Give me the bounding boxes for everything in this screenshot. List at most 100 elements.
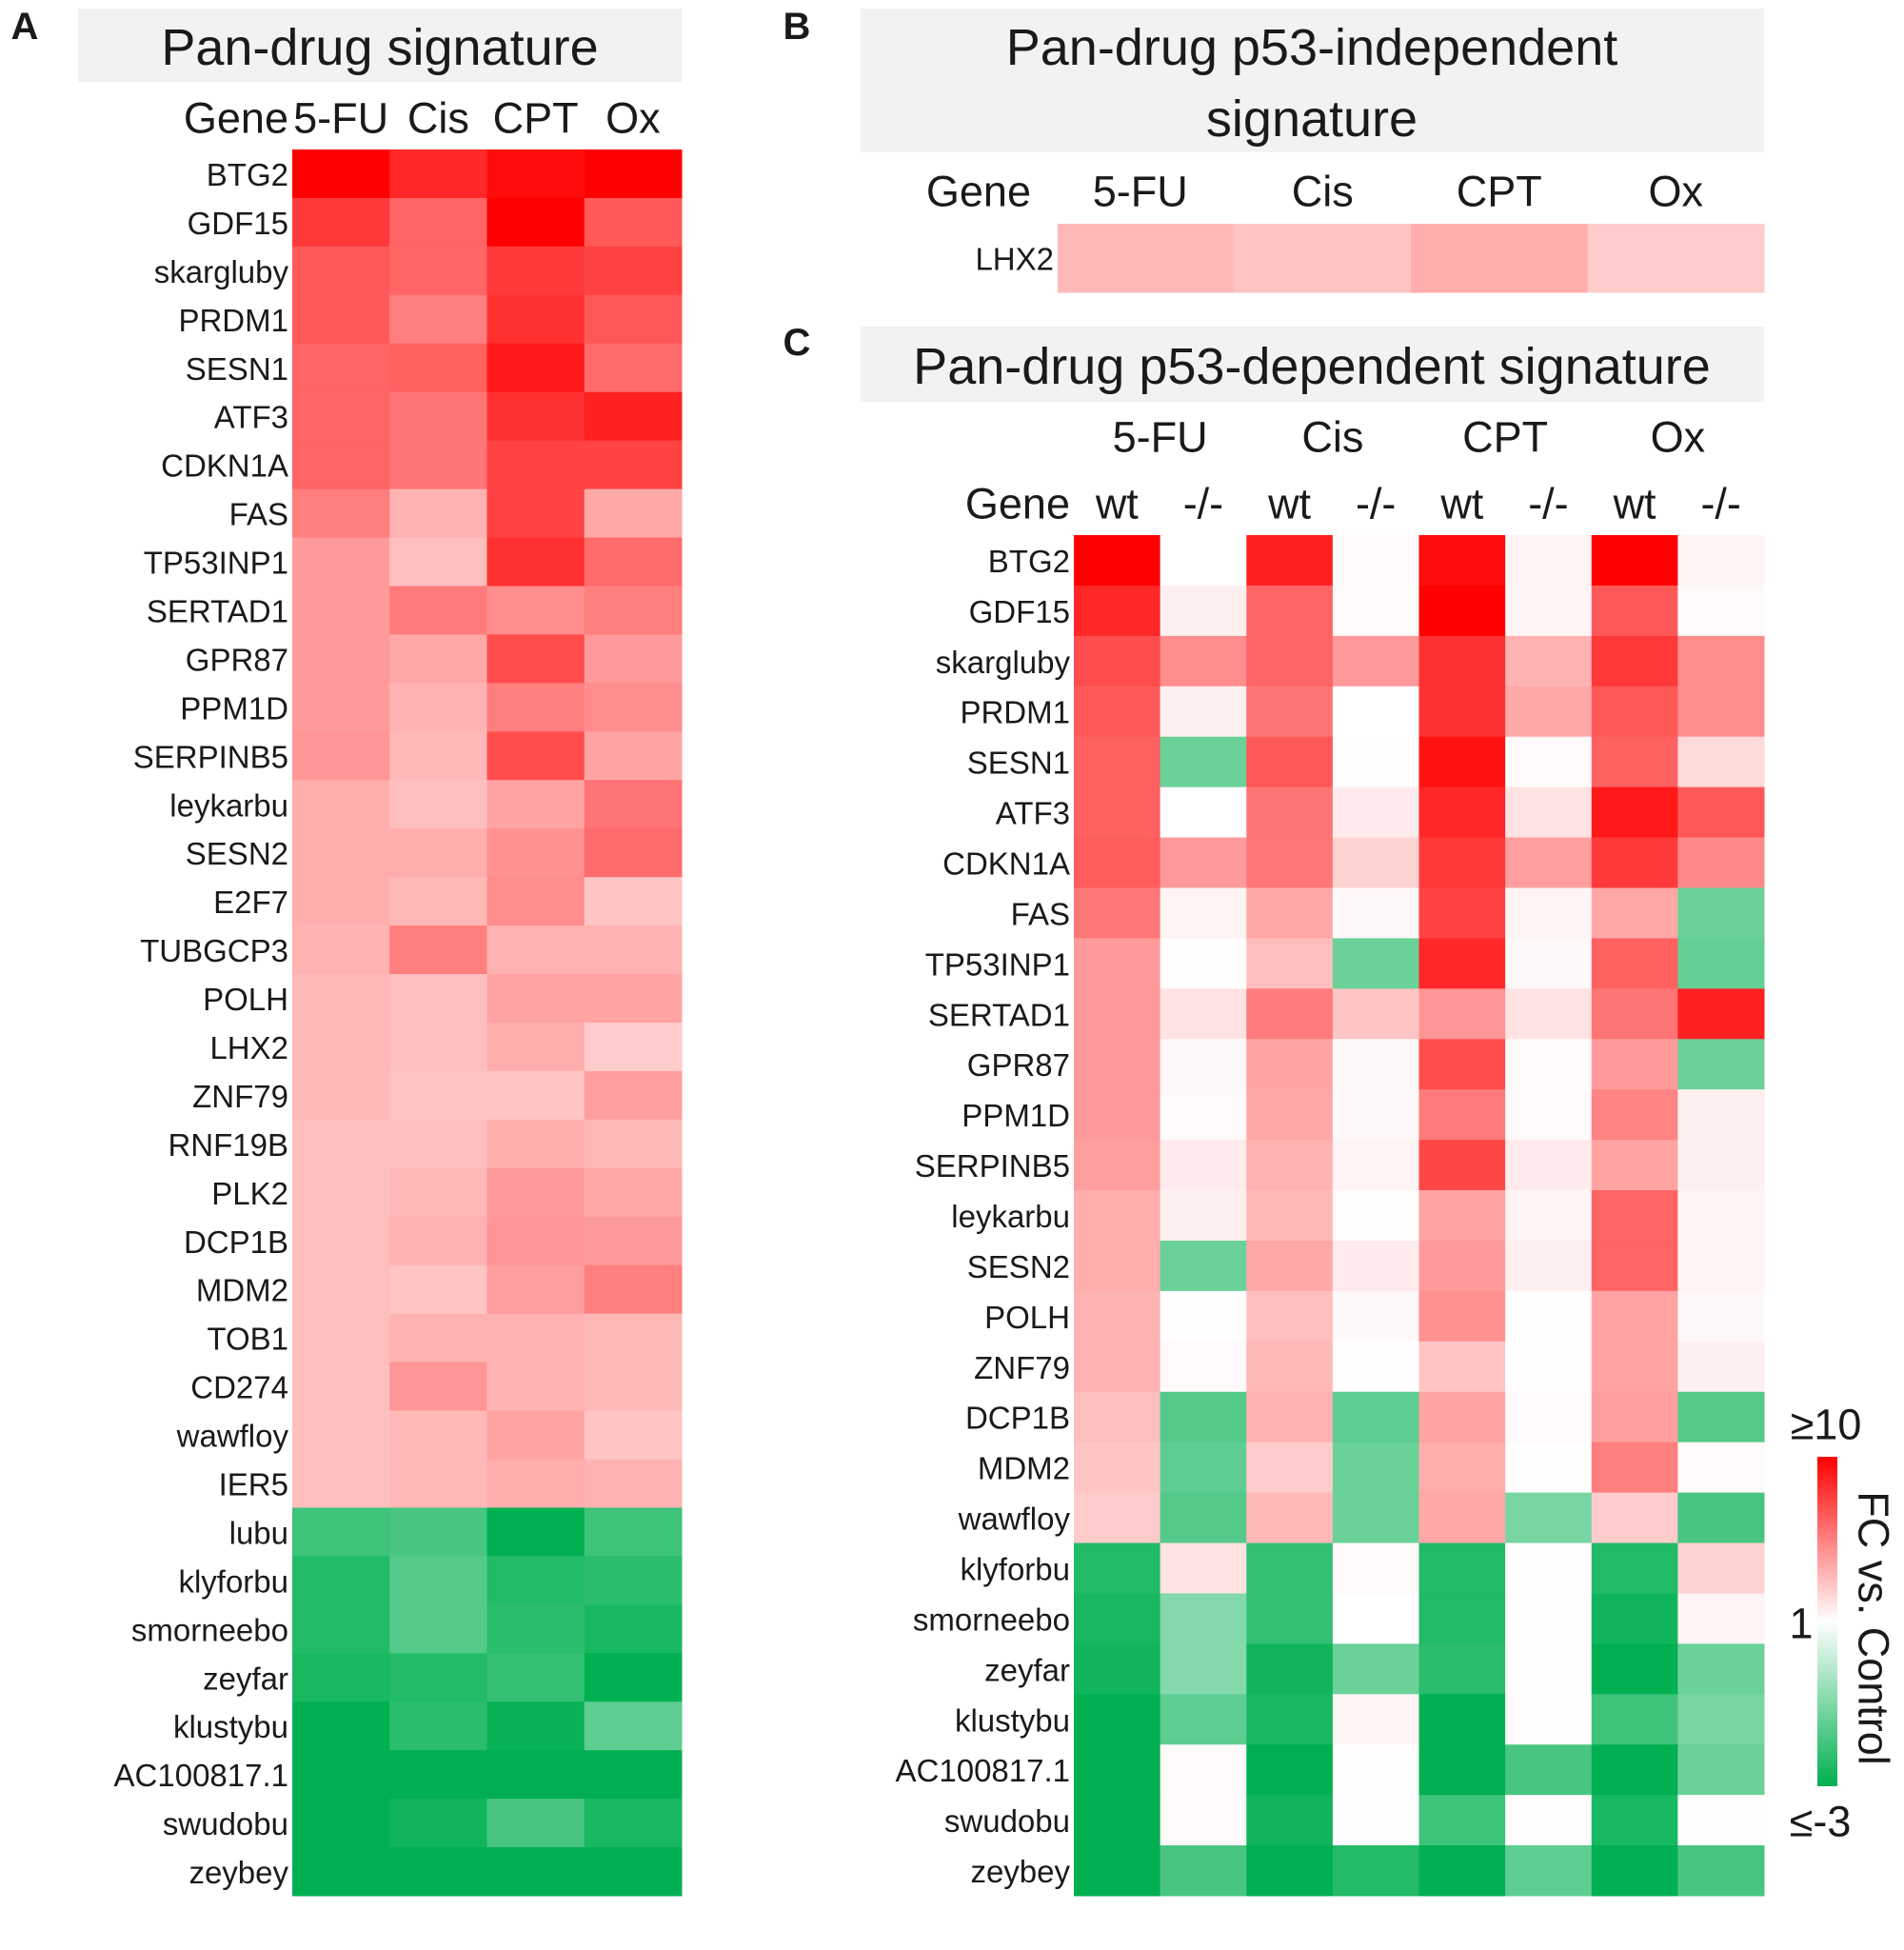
panel-c-cell-FAS-7 [1677, 887, 1765, 939]
panel-c-cell-POLH-3 [1332, 1290, 1419, 1343]
panel-c-cell-wawfloy-2 [1246, 1492, 1334, 1544]
panel-a-cell-GPR87-0 [292, 634, 390, 684]
panel-a-cell-CD274-0 [292, 1362, 390, 1412]
panel-a-cell-PLK2-2 [486, 1167, 585, 1218]
panel-a-row-label: SESN1 [186, 351, 288, 387]
panel-b-column-header: CPT [1457, 168, 1542, 216]
panel-c-row-label: SESN2 [967, 1249, 1070, 1284]
panel-c-cell-MDM2-4 [1418, 1442, 1506, 1494]
panel-c-row-label: SERPINB5 [915, 1148, 1070, 1184]
panel-c-cell-PPM1D-4 [1418, 1089, 1506, 1141]
panel-c-cell-zeyfar-1 [1160, 1643, 1247, 1695]
panel-c-row-label: ZNF79 [974, 1350, 1070, 1385]
panel-a-cell-BTG2-0 [292, 149, 390, 199]
panel-c-cell-leykarbu-3 [1332, 1190, 1419, 1242]
panel-c-cell-DCP1B-2 [1246, 1391, 1334, 1443]
panel-c-cell-SESN1-4 [1418, 736, 1506, 788]
panel-a-cell-GPR87-2 [486, 634, 585, 684]
panel-c-row-label: leykarbu [951, 1199, 1070, 1234]
panel-c-cell-GDF15-7 [1677, 585, 1765, 637]
panel-a-cell-SESN1-2 [486, 343, 585, 393]
panel-c-cell-smorneebo-2 [1246, 1593, 1334, 1644]
panel-a-row-label: E2F7 [213, 885, 288, 920]
panel-c-cell-FAS-5 [1505, 887, 1593, 939]
panel-a-cell-ZNF79-3 [584, 1070, 683, 1121]
panel-a-cell-zeybey-3 [584, 1847, 683, 1897]
panel-a-cell-LHX2-2 [486, 1023, 585, 1072]
legend-min-label: ≤-3 [1790, 1798, 1852, 1846]
panel-a-row-label: swudobu [163, 1806, 288, 1841]
panel-a-cell-PLK2-0 [292, 1167, 390, 1218]
panel-c-cell-SERPINB5-7 [1677, 1140, 1765, 1191]
panel-c-cell-GDF15-4 [1418, 585, 1506, 637]
panel-c-cell-GPR87-5 [1505, 1039, 1593, 1090]
panel-c-cell-wawfloy-6 [1591, 1492, 1678, 1544]
panel-c-cell-TP53INP1-4 [1418, 938, 1506, 989]
panel-c-cell-CDKN1A-1 [1160, 837, 1247, 888]
panel-b-column-header: 5-FU [1093, 168, 1188, 216]
panel-c-cell-GPR87-1 [1160, 1039, 1247, 1090]
panel-c-cell-POLH-2 [1246, 1290, 1334, 1343]
panel-a-cell-zeyfar-2 [486, 1653, 585, 1702]
panel-c-cell-TP53INP1-2 [1246, 938, 1334, 989]
panel-a-cell-PRDM1-1 [389, 294, 487, 345]
panel-c-cell-DCP1B-6 [1591, 1391, 1678, 1443]
panel-c-cell-skargluby-0 [1074, 635, 1161, 687]
panel-c-cell-PPM1D-5 [1505, 1089, 1593, 1141]
panel-a-cell-leykarbu-3 [584, 780, 683, 829]
panel-c-cell-klustybu-5 [1505, 1694, 1593, 1745]
panel-c-title: Pan-drug p53-dependent signature [913, 338, 1711, 395]
panel-a-cell-smorneebo-2 [486, 1604, 585, 1654]
panel-c-cell-SERTAD1-1 [1160, 988, 1247, 1040]
panel-c-column-header: -/- [1700, 480, 1740, 528]
panel-a-cell-POLH-1 [389, 974, 487, 1024]
panel-a-row-label: RNF19B [168, 1127, 288, 1163]
panel-a-cell-CD274-2 [486, 1362, 585, 1412]
panel-c-cell-ATF3-0 [1074, 786, 1161, 839]
panel-a-cell-AC100817.1-0 [292, 1750, 390, 1800]
panel-b-row-label: LHX2 [975, 242, 1054, 277]
panel-c-cell-PRDM1-3 [1332, 686, 1419, 738]
panel-c-cell-DCP1B-4 [1418, 1391, 1506, 1443]
panel-a-cell-leykarbu-0 [292, 780, 390, 829]
panel-a-cell-RNF19B-2 [486, 1119, 585, 1169]
panel-a-cell-SERTAD1-2 [486, 586, 585, 635]
panel-a-cell-wawfloy-1 [389, 1410, 487, 1460]
panel-c-cell-skargluby-4 [1418, 635, 1506, 687]
panel-c-cell-zeybey-4 [1418, 1845, 1506, 1897]
panel-a-cell-SERTAD1-3 [584, 586, 683, 635]
panel-c-cell-klyforbu-3 [1332, 1542, 1419, 1594]
panel-a-cell-E2F7-1 [389, 877, 487, 926]
panel-c-row-label: ATF3 [996, 796, 1070, 831]
panel-c-cell-GPR87-3 [1332, 1039, 1419, 1090]
panel-c-cell-leykarbu-7 [1677, 1190, 1765, 1242]
panel-c-cell-zeybey-6 [1591, 1845, 1678, 1897]
panel-c-cell-SESN1-1 [1160, 736, 1247, 788]
panel-c-cell-ATF3-6 [1591, 786, 1678, 839]
panel-a-row-label: CD274 [190, 1370, 288, 1405]
panel-c-cell-POLH-6 [1591, 1290, 1678, 1343]
panel-c-cell-PPM1D-1 [1160, 1089, 1247, 1141]
panel-c-cell-SERPINB5-3 [1332, 1140, 1419, 1191]
panel-a-cell-TUBGCP3-1 [389, 925, 487, 975]
panel-a-row-label: FAS [229, 497, 288, 532]
panel-c-cell-SESN2-1 [1160, 1240, 1247, 1292]
panel-c-cell-GDF15-6 [1591, 585, 1678, 637]
panel-a-cell-zeybey-1 [389, 1847, 487, 1897]
panel-c-cell-ZNF79-6 [1591, 1341, 1678, 1393]
panel-c-cell-SESN2-4 [1418, 1240, 1506, 1292]
panel-c-cell-PPM1D-7 [1677, 1089, 1765, 1141]
panel-c-cell-MDM2-0 [1074, 1442, 1161, 1494]
panel-c-cell-ZNF79-7 [1677, 1341, 1765, 1393]
panel-c-cell-MDM2-2 [1246, 1442, 1334, 1494]
panel-c-row-label: GPR87 [967, 1047, 1070, 1083]
panel-a-cell-PPM1D-3 [584, 683, 683, 732]
panel-label-a: A [11, 6, 39, 48]
panel-a-cell-swudobu-2 [486, 1799, 585, 1848]
panel-c-cell-SERPINB5-0 [1074, 1140, 1161, 1191]
panel-a-cell-lubu-1 [389, 1507, 487, 1557]
panel-a-cell-zeyfar-0 [292, 1653, 390, 1702]
panel-c-cell-GPR87-0 [1074, 1039, 1161, 1090]
panel-a-cell-AC100817.1-1 [389, 1750, 487, 1800]
panel-a-cell-MDM2-2 [486, 1264, 585, 1315]
